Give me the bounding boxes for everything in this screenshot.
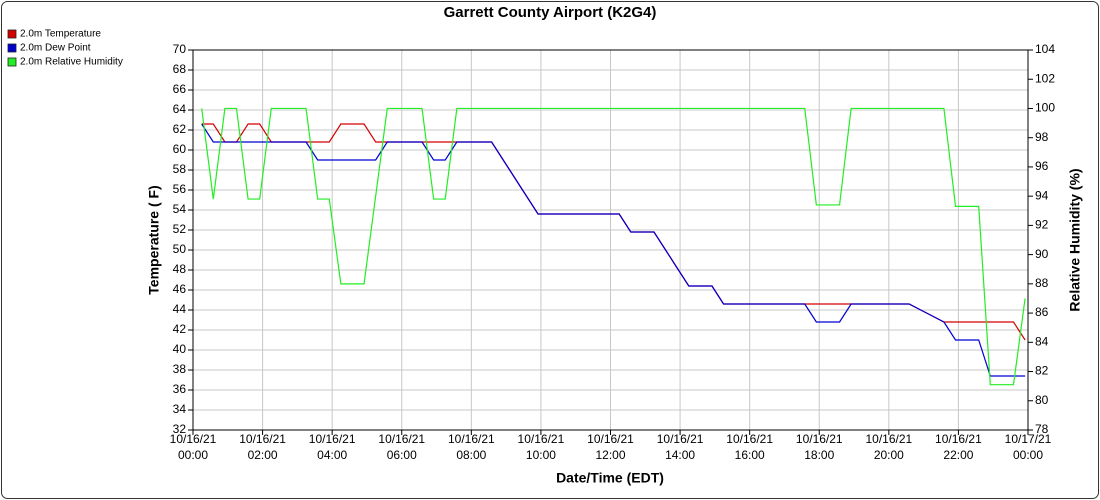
- y-tick-label: 42: [173, 322, 187, 336]
- y2-tick-label: 82: [1035, 364, 1049, 378]
- y2-tick-label: 104: [1035, 42, 1055, 56]
- y-tick-label: 62: [173, 122, 187, 136]
- y-tick-label: 60: [173, 142, 187, 156]
- y2-tick-label: 102: [1035, 71, 1055, 85]
- y2-tick-label: 92: [1035, 218, 1049, 232]
- x-tick-label: 10/16/21 16:00: [726, 432, 773, 462]
- x-tick-label: 10/16/21 00:00: [170, 432, 217, 462]
- legend: 2.0m Temperature 2.0m Dew Point 2.0m Relat…: [7, 29, 123, 68]
- y-tick-label: 66: [173, 82, 187, 96]
- y2-tick-label: 78: [1035, 422, 1049, 436]
- y-tick-label: 56: [173, 182, 187, 196]
- chart-title: Garrett County Airport (K2G4): [444, 4, 657, 21]
- x-tick-label: 10/16/21 02:00: [239, 432, 286, 462]
- y-tick-label: 34: [173, 402, 187, 416]
- legend-label: 2.0m Dew Point: [20, 43, 91, 54]
- x-tick-label: 10/16/21 14:00: [657, 432, 704, 462]
- y2-tick-label: 80: [1035, 393, 1049, 407]
- y2-tick-label: 100: [1035, 101, 1055, 115]
- y-tick-label: 58: [173, 162, 187, 176]
- y-tick-label: 40: [173, 342, 187, 356]
- y-tick-label: 44: [173, 302, 187, 316]
- y2-tick-label: 90: [1035, 247, 1049, 261]
- y2-axis-title: Relative Humidity (%): [1067, 168, 1083, 311]
- x-tick-label: 10/16/21 12:00: [587, 432, 634, 462]
- y-tick-label: 64: [173, 102, 187, 116]
- x-axis-title: Date/Time (EDT): [556, 470, 664, 486]
- y2-tick-label: 86: [1035, 305, 1049, 319]
- plot-border: [192, 49, 1029, 431]
- y-tick-label: 48: [173, 262, 187, 276]
- y2-tick-label: 88: [1035, 276, 1049, 290]
- series-line: [201, 107, 1026, 386]
- y-tick-label: 70: [173, 42, 187, 56]
- x-tick-label: 10/16/21 22:00: [935, 432, 982, 462]
- y-tick-label: 68: [173, 62, 187, 76]
- x-tick-label: 10/17/21 00:00: [1005, 432, 1052, 462]
- x-tick-label: 10/16/21 08:00: [448, 432, 495, 462]
- y-tick-label: 52: [173, 222, 187, 236]
- y-tick-label: 50: [173, 242, 187, 256]
- y2-tick-label: 84: [1035, 334, 1049, 348]
- y-tick-label: 46: [173, 282, 187, 296]
- y-tick-label: 36: [173, 382, 187, 396]
- legend-swatch: [7, 29, 17, 39]
- y2-tick-label: 98: [1035, 130, 1049, 144]
- legend-swatch: [7, 57, 17, 67]
- series-line: [201, 123, 1026, 377]
- y-tick-label: 54: [173, 202, 187, 216]
- y2-tick-label: 94: [1035, 188, 1049, 202]
- x-tick-label: 10/16/21 04:00: [309, 432, 356, 462]
- x-tick-label: 10/16/21 06:00: [378, 432, 425, 462]
- y-tick-label: 38: [173, 362, 187, 376]
- y-axis-title: Temperature ( F): [146, 185, 162, 294]
- y2-tick-label: 96: [1035, 159, 1049, 173]
- legend-label: 2.0m Relative Humidity: [20, 57, 123, 68]
- y-tick-label: 32: [173, 422, 187, 436]
- x-tick-label: 10/16/21 18:00: [796, 432, 843, 462]
- x-tick-label: 10/16/21 10:00: [518, 432, 565, 462]
- legend-label: 2.0m Temperature: [20, 29, 101, 40]
- x-tick-label: 10/16/21 20:00: [865, 432, 912, 462]
- legend-swatch: [7, 43, 17, 53]
